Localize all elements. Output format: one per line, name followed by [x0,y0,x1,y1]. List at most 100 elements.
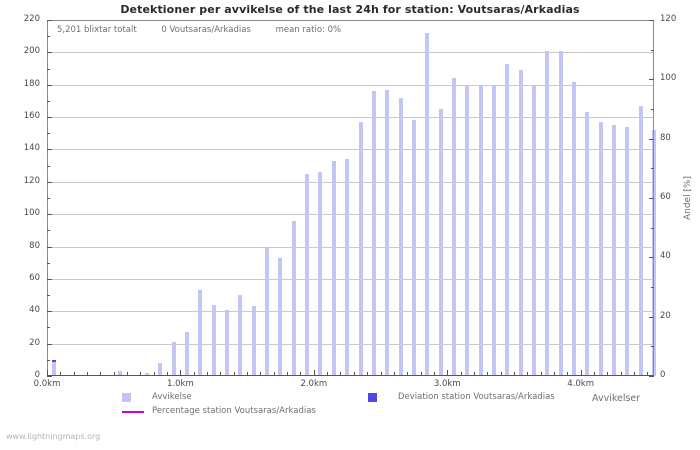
bar [145,372,150,376]
x-axis-major-tick [47,370,48,376]
bar [478,86,483,376]
bar [225,309,230,376]
y-axis-tick [47,311,52,313]
gridline [47,52,654,54]
y-axis-right-minor-tick [651,109,654,110]
bar [545,50,550,376]
bar [465,86,470,376]
x-axis-minor-tick [540,372,542,376]
y-axis-tick [47,246,52,248]
x-axis-minor-tick [420,372,422,376]
y-axis-right-minor-tick [651,227,654,229]
legend-color-swatch [368,393,377,402]
gridline [47,181,654,183]
x-axis-minor-tick [153,372,155,376]
bar [598,121,603,376]
y-axis-left-tick-label: 60 [29,272,40,283]
y-axis-minor-tick [47,165,50,167]
x-axis-minor-tick [327,372,329,376]
gridline [47,278,654,280]
gridline [47,246,654,248]
legend-line-swatch [122,411,144,413]
x-axis-major-tick [180,370,182,376]
y-axis-right-minor-tick [651,346,654,348]
bar [438,109,443,376]
bar [425,32,430,376]
y-axis-right-tick-label: 120 [660,14,677,24]
y-axis-right-tick-label: 60 [660,192,671,202]
y-axis-left-tick-label: 120 [23,175,40,186]
y-axis-right-tick-label: 0 [660,370,666,380]
y-axis-right-tick [649,316,654,318]
x-axis-minor-tick [380,372,382,376]
bar [371,91,376,376]
y-axis-left-title: Antal [0,166,3,190]
x-axis-minor-tick [407,372,409,376]
y-axis-tick [47,84,52,86]
y-axis-minor-tick [47,230,50,232]
x-axis-minor-tick [487,372,489,376]
annotation-total: 5,201 blixtar totalt [57,25,137,35]
x-axis-minor-tick [100,372,102,376]
bar [451,78,456,376]
x-axis-minor-tick [87,372,89,376]
bar [265,248,270,376]
y-axis-minor-tick [47,359,50,361]
x-axis-tick-label: 2.0km [300,379,328,389]
annotation-mean-ratio: mean ratio: 0% [275,25,342,35]
x-axis-minor-tick [500,372,502,376]
x-axis-major-tick [580,370,582,376]
legend-label: Avvikelse [152,392,192,402]
x-axis-minor-tick [473,372,475,376]
bar-series [47,20,656,376]
y-axis-right-tick [649,376,654,377]
bar [531,84,536,376]
y-axis-left-tick-label: 140 [23,143,40,154]
bar [398,97,403,376]
x-axis-minor-tick [60,372,62,376]
x-axis-minor-tick [527,372,529,376]
gridline [47,117,654,119]
legend-label: Deviation station Voutsaras/Arkadias [398,392,555,402]
bar [318,172,323,376]
plot-frame [47,20,654,376]
bar [171,342,176,376]
y-axis-tick [47,343,52,345]
y-axis-left-tick-label: 0 [34,370,40,380]
x-axis-minor-tick [113,372,115,376]
x-axis-minor-tick [353,372,355,376]
x-axis-minor-tick [607,372,609,376]
bar [558,50,563,376]
x-axis-title: Avvikelser [592,393,641,404]
y-axis-left-tick-label: 40 [29,305,40,316]
x-axis-minor-tick [220,372,222,376]
y-axis-minor-tick [47,36,50,38]
bar [158,363,163,376]
bar [51,359,56,376]
gridline [47,214,654,216]
gridline [47,149,654,151]
y-axis-left-tick-label: 100 [23,208,40,219]
x-axis-minor-tick [647,372,649,376]
x-axis-minor-tick [300,372,302,376]
y-axis-left-tick-label: 160 [23,111,40,122]
x-axis-minor-tick [193,372,195,376]
x-axis-minor-tick [247,372,249,376]
y-axis-tick [47,149,52,151]
x-axis-minor-tick [460,372,462,376]
y-axis-left-tick-label: 200 [23,46,40,57]
bar [625,126,630,376]
annotation-station-count: 0 Voutsaras/Arkadias [161,25,251,35]
y-axis-right-tick-label: 40 [660,251,671,262]
bar [385,89,390,376]
y-axis-minor-tick [47,198,50,199]
x-axis-minor-tick [273,372,275,376]
legend-color-swatch [122,393,131,402]
bar [638,105,643,376]
x-axis-minor-tick [620,372,622,376]
bar [211,304,216,376]
y-axis-right-tick-label: 20 [660,310,671,321]
y-axis-right-tick [649,20,654,21]
bar [358,121,363,376]
x-axis-minor-tick [260,372,262,376]
